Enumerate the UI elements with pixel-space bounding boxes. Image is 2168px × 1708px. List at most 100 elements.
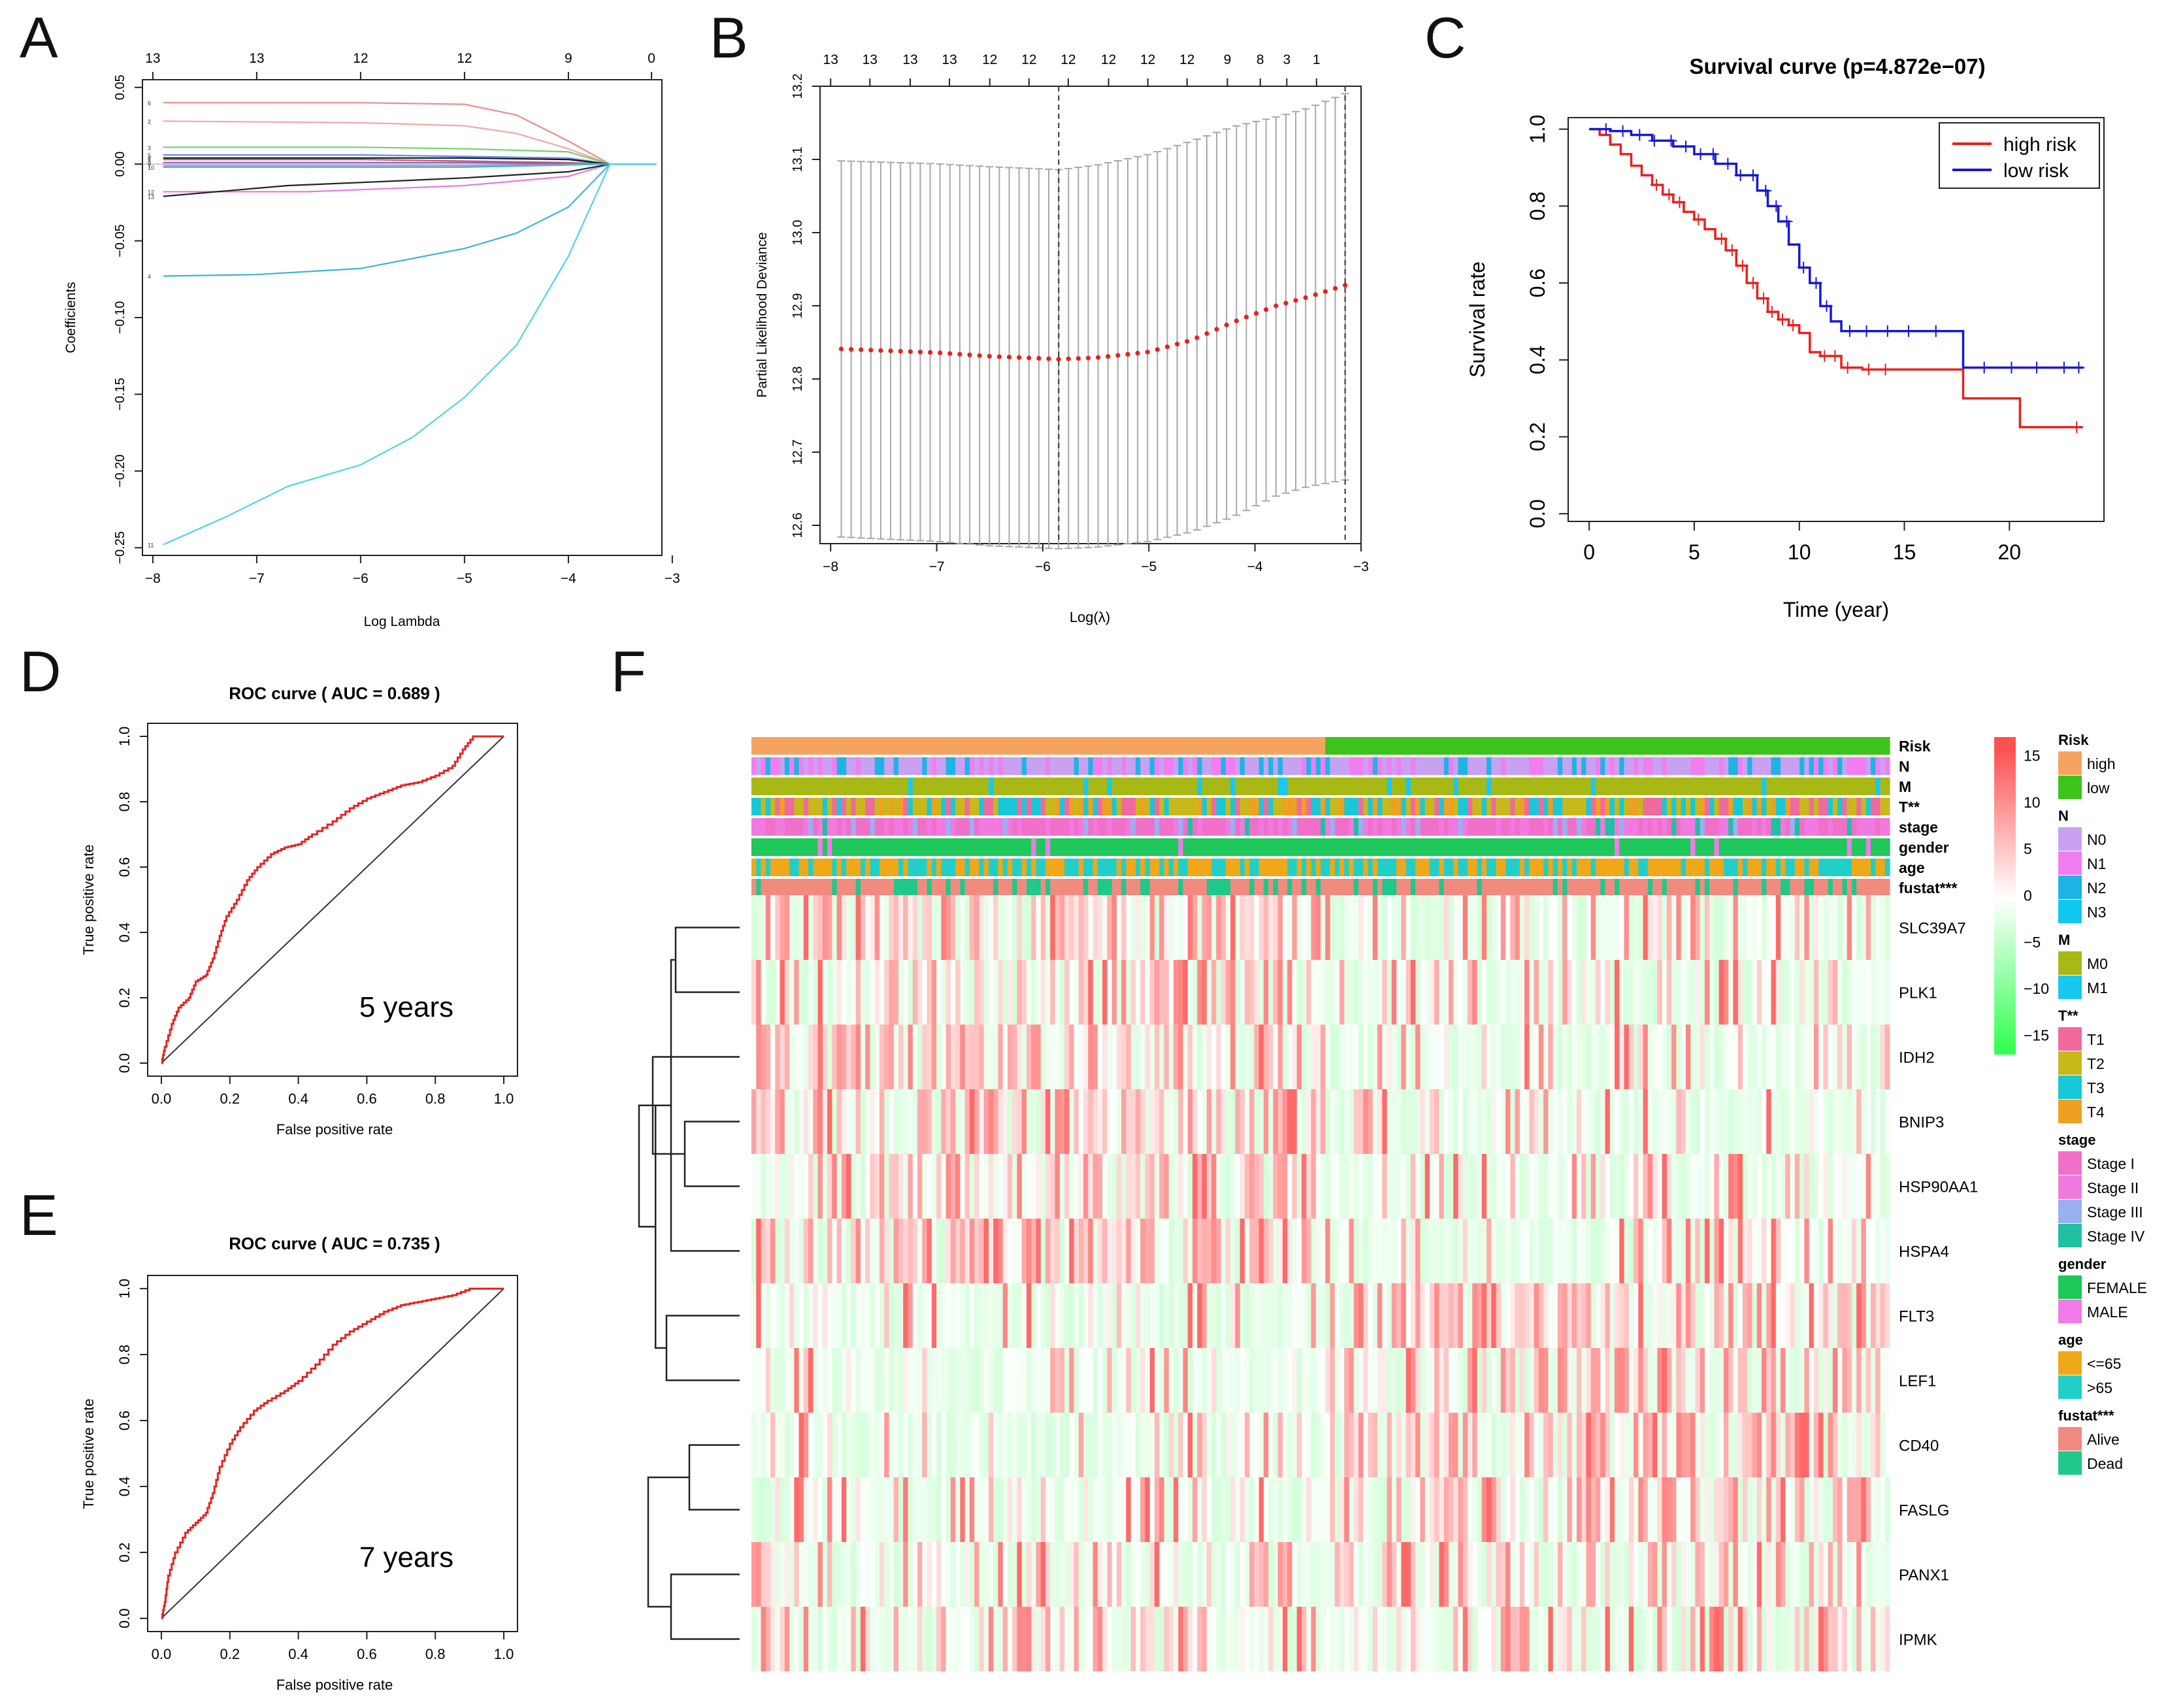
annotation-cell [1064,859,1070,876]
annotation-cell [1567,818,1573,836]
heatmap-cell [1799,1413,1805,1477]
heatmap-cell [1107,1154,1113,1219]
annotation-cell [1775,737,1781,755]
heatmap-cell [1396,960,1402,1025]
annotation-cell [1662,798,1667,815]
heatmap-cell [1785,1154,1791,1219]
annotation-cell [1477,859,1483,876]
panel-b-x-axis: −8 −7 −6 −5 −4 −3 [823,544,1369,574]
heatmap-cell [1690,1025,1696,1089]
heatmap-cell [1321,1413,1326,1477]
annotation-cell [1211,778,1217,795]
annotation-cell [1192,757,1198,775]
heatmap-cell [761,1283,766,1348]
heatmap-cell [1202,1219,1207,1283]
annotation-cell [974,757,979,775]
heatmap-cell [1567,1413,1573,1477]
heatmap-cell [922,1089,928,1154]
annotation-cell [1135,879,1141,896]
heatmap-cell [1496,1025,1502,1089]
heatmap-cell [1861,1154,1867,1219]
annotation-cell [1458,798,1464,815]
heatmap-cell [1078,960,1084,1025]
annotation-cell [1832,778,1838,795]
heatmap-cell [874,1542,880,1607]
heatmap-cell [1538,1348,1544,1413]
heatmap-cell [1865,1283,1871,1348]
annotation-cell [1083,737,1089,755]
heatmap-cell [1064,1154,1070,1219]
annotation-cell [1021,737,1027,755]
annotation-cell [1619,757,1625,775]
heatmap-cell [1192,1219,1198,1283]
annotation-cell [1515,757,1520,775]
annotation-cell [1552,757,1558,775]
annotation-cell [983,859,989,876]
annotation-cell [1818,778,1824,795]
heatmap-cell [1534,895,1539,960]
heatmap-cell [1615,960,1620,1025]
heatmap-cell [1709,1154,1715,1219]
heatmap-cell [770,1348,776,1413]
heatmap-cell [1756,1154,1762,1219]
heatmap-cell [1363,1219,1369,1283]
annotation-cell [993,798,999,815]
annotation-cell [1173,737,1179,755]
track-label: stage [1899,819,1938,836]
heatmap-cell [1557,960,1563,1025]
heatmap-cell [1311,1477,1317,1542]
heatmap-cell [1571,895,1577,960]
heatmap-cell [1486,1413,1492,1477]
annotation-cell [1330,859,1336,876]
heatmap-cell [1391,960,1397,1025]
heatmap-cell [1315,960,1321,1025]
heatmap-cell [865,1025,870,1089]
heatmap-cell [1130,1089,1136,1154]
heatmap-cell [1657,1089,1663,1154]
annotation-cell [1515,879,1520,896]
heatmap-cell [1012,960,1017,1025]
x-tick-label: −4 [1247,559,1263,574]
annotation-cell [1178,798,1184,815]
path-label-7: 7 [148,163,151,170]
heatmap-cell [808,895,813,960]
heatmap-cell [836,1542,842,1607]
heatmap-cell [1424,1219,1430,1283]
heatmap-cell [1785,895,1791,960]
annotation-cell [1538,798,1544,815]
heatmap-cell [993,1477,998,1542]
annotation-cell [1634,818,1639,836]
heatmap-cell [1571,960,1577,1025]
heatmap-cell [983,1413,989,1477]
heatmap-cell [1273,960,1279,1025]
heatmap-cell [1311,895,1317,960]
heatmap-cell [1823,1154,1829,1219]
annotation-cell [1405,798,1411,815]
annotation-cell [1666,757,1672,775]
annotation-cell [1634,757,1639,775]
annotation-cell [1363,778,1369,795]
annotation-cell [1576,818,1582,836]
heatmap-cell [1429,960,1435,1025]
heatmap-cell [1111,1219,1117,1283]
heatmap-cell [798,960,804,1025]
coefficient-path-11 [163,163,657,546]
heatmap-cell [1875,1154,1881,1219]
heatmap-cell [761,1348,766,1413]
annotation-cell [1752,737,1758,755]
heatmap-cell [1818,1413,1824,1477]
heatmap-cell [1069,1154,1075,1219]
heatmap-cell [1519,1413,1525,1477]
heatmap-cell [1164,960,1170,1025]
heatmap-cell [1870,1477,1876,1542]
heatmap-cell [1334,1348,1340,1413]
heatmap-cell [1652,895,1658,960]
heatmap-cell [983,1348,989,1413]
annotation-cell [1828,798,1833,815]
annotation-cell [998,798,1004,815]
heatmap-cell [1216,1348,1222,1413]
heatmap-cell [898,1154,904,1219]
annotation-cell [822,757,828,775]
heatmap-cell [1287,895,1292,960]
annotation-cell [1615,737,1620,755]
